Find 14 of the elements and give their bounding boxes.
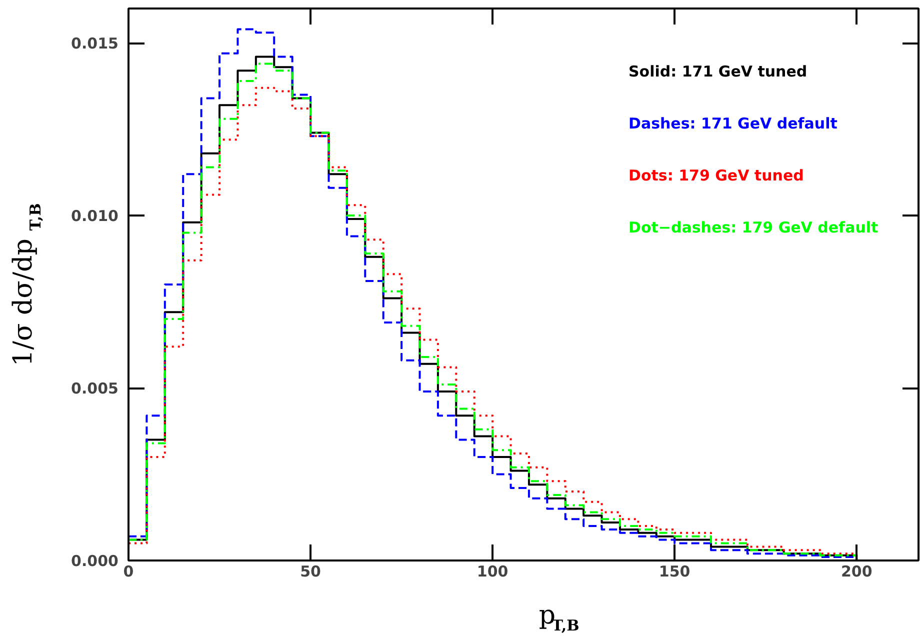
x-tick-label: 200 [840, 562, 872, 580]
text: Solid: 171 GeV tuned [628, 62, 808, 80]
text: Dot−dashes: 179 GeV default [628, 218, 878, 236]
x-tick-label: 0 [123, 562, 134, 580]
y-tick-label: 0.000 [71, 552, 119, 570]
y-tick-label: 0.015 [71, 34, 119, 52]
x-tick-label: 150 [658, 562, 690, 580]
y-tick-label: 0.010 [71, 207, 119, 225]
y-axis-title: 1/σ dσ/dpT,B [8, 203, 44, 366]
text: Dots: 179 GeV tuned [628, 166, 804, 184]
x-tick-label: 100 [476, 562, 508, 580]
text: Dashes: 171 GeV default [628, 114, 838, 132]
y-tick-label: 0.005 [71, 380, 119, 398]
x-tick-label: 50 [300, 562, 321, 580]
